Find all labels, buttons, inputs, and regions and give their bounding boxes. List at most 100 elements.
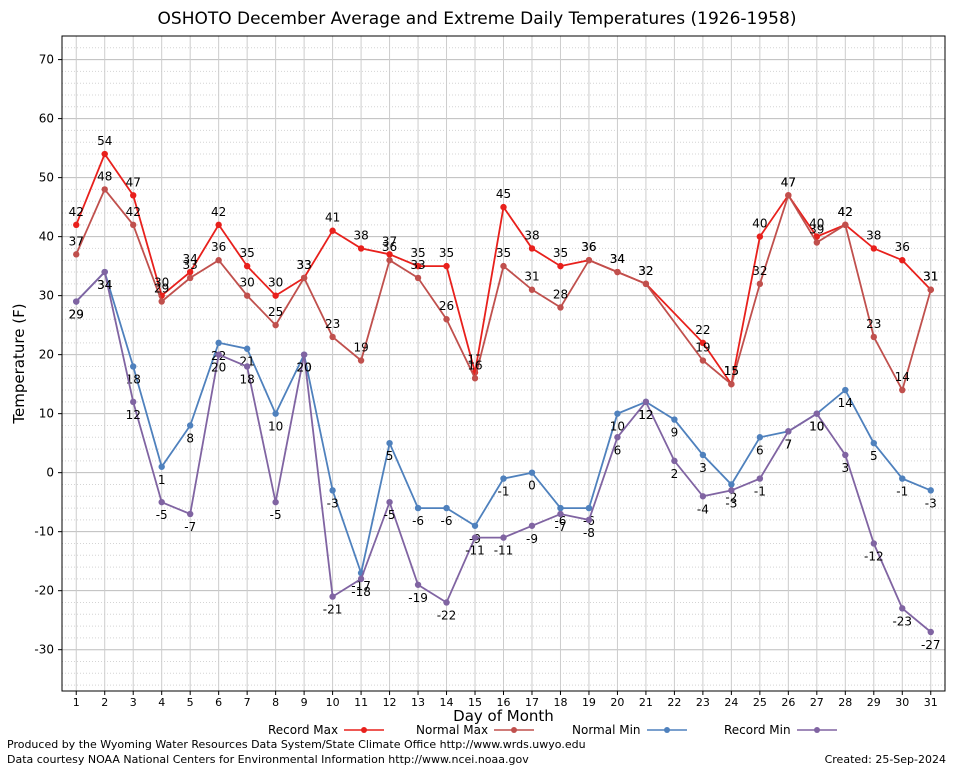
normal-max-data-label: 36 <box>211 240 226 254</box>
normal-max-data-label: 32 <box>752 264 767 278</box>
normal-min-point <box>756 434 764 441</box>
x-tick-label: 16 <box>497 696 511 709</box>
record-min-data-label: 20 <box>296 361 311 375</box>
normal-max-data-label: 28 <box>553 287 568 301</box>
record-min-point <box>642 398 650 406</box>
normal-min-data-label: -6 <box>412 514 424 528</box>
footer-credit-line-2: Data courtesy NOAA National Centers for … <box>7 753 529 766</box>
normal-min-data-label: 29 <box>69 308 84 322</box>
normal-min-data-label: -3 <box>327 496 339 510</box>
record-max-data-label: 47 <box>126 175 141 189</box>
normal-min-point <box>585 504 593 512</box>
normal-max-data-label: 29 <box>154 282 169 296</box>
y-tick-label: 70 <box>39 53 54 67</box>
record-min-data-label: 12 <box>126 408 141 422</box>
record-max-point <box>899 257 906 264</box>
normal-max-data-label: 36 <box>581 240 596 254</box>
series-normal-max: 37 48 42 29 33 36 30 25 33 23 19 36 33 26 16 35 31 28 36 34… <box>69 169 938 394</box>
record-min-point <box>927 628 934 636</box>
x-axis-label: Day of Month <box>453 707 554 725</box>
footer-created-date: Created: 25-Sep-2024 <box>824 753 946 766</box>
normal-max-point <box>300 274 308 282</box>
normal-min-point <box>614 410 621 417</box>
normal-max-point <box>842 221 849 229</box>
normal-min-data-label: -1 <box>896 485 908 499</box>
y-tick-label: -30 <box>34 643 54 657</box>
x-tick-label: 22 <box>667 696 681 709</box>
normal-max-data-label: 25 <box>268 305 283 319</box>
record-min-point <box>73 298 80 305</box>
normal-max-data-label: 42 <box>126 205 141 219</box>
normal-max-point <box>699 357 707 364</box>
normal-max-point <box>357 357 365 364</box>
normal-min-point <box>500 475 507 482</box>
record-min-data-label: -5 <box>156 508 168 522</box>
x-tick-label: 25 <box>753 696 767 709</box>
normal-max-data-label: 39 <box>809 223 824 237</box>
record-min-point <box>671 457 678 465</box>
x-tick-label: 11 <box>354 696 368 709</box>
record-max-point <box>528 245 536 252</box>
normal-min-data-label: 6 <box>756 443 764 457</box>
record-min-data-label: -4 <box>697 502 709 516</box>
record-max-point <box>756 233 764 240</box>
normal-max-data-label: 33 <box>410 258 425 272</box>
record-max-data-label: 35 <box>553 246 568 260</box>
y-axis-label: Temperature (F) <box>10 303 28 424</box>
normal-max-data-label: 37 <box>69 234 84 248</box>
x-tick-label: 23 <box>696 696 710 709</box>
normal-min-point <box>699 451 707 459</box>
normal-max-point <box>585 257 593 264</box>
record-max-point <box>73 221 80 229</box>
record-max-data-label: 36 <box>581 240 596 254</box>
record-min-point <box>813 410 821 417</box>
x-tick-label: 30 <box>895 696 909 709</box>
normal-max-line <box>75 187 932 393</box>
x-tick-label: 14 <box>440 696 454 709</box>
record-min-data-label: 7 <box>785 437 793 451</box>
normal-min-data-label: 3 <box>699 461 707 475</box>
record-min-point <box>471 534 479 541</box>
record-min-point <box>414 581 422 588</box>
legend-label-normal-max: Normal Max <box>416 723 489 737</box>
record-max-data-label: 30 <box>268 276 283 290</box>
x-tick-label: 1 <box>73 696 80 709</box>
x-tick-label: 18 <box>553 696 567 709</box>
normal-min-data-label: 10 <box>809 420 824 434</box>
record-min-point <box>785 428 792 435</box>
x-tick-label: 8 <box>272 696 279 709</box>
normal-max-point <box>899 386 906 394</box>
record-min-data-label: 2 <box>671 467 679 481</box>
normal-max-point <box>614 268 621 276</box>
normal-min-point <box>671 416 678 423</box>
normal-min-point <box>528 469 536 476</box>
normal-max-point <box>642 280 650 288</box>
record-max-point <box>870 245 877 252</box>
record-min-data-label: -19 <box>408 591 428 605</box>
footer-credit-line-1: Produced by the Wyoming Water Resources … <box>7 738 586 751</box>
record-max-data-label: 33 <box>296 258 311 272</box>
record-max-data-label: 34 <box>610 252 625 266</box>
record-max-point <box>357 245 365 252</box>
record-max-data-label: 40 <box>752 217 767 231</box>
x-tick-label: 2 <box>101 696 108 709</box>
record-max-point <box>699 339 707 347</box>
legend-swatch-normal-min <box>646 727 687 733</box>
normal-min-data-label: 5 <box>870 449 878 463</box>
normal-min-point <box>557 504 564 512</box>
normal-max-data-label: 23 <box>325 317 340 331</box>
normal-max-data-label: 15 <box>724 364 739 378</box>
record-min-point <box>585 516 593 524</box>
record-max-data-label: 37 <box>382 234 397 248</box>
normal-max-point <box>73 251 80 258</box>
record-max-point <box>557 262 564 270</box>
x-tick-label: 20 <box>610 696 624 709</box>
record-min-data-label: 6 <box>614 443 622 457</box>
normal-min-data-label: 14 <box>838 396 853 410</box>
record-min-data-label: 10 <box>809 420 824 434</box>
y-tick-label: 30 <box>39 289 54 303</box>
record-min-point <box>101 268 108 276</box>
record-max-data-label: 42 <box>838 205 853 219</box>
normal-min-point <box>386 439 393 447</box>
record-max-data-label: 38 <box>866 228 881 242</box>
